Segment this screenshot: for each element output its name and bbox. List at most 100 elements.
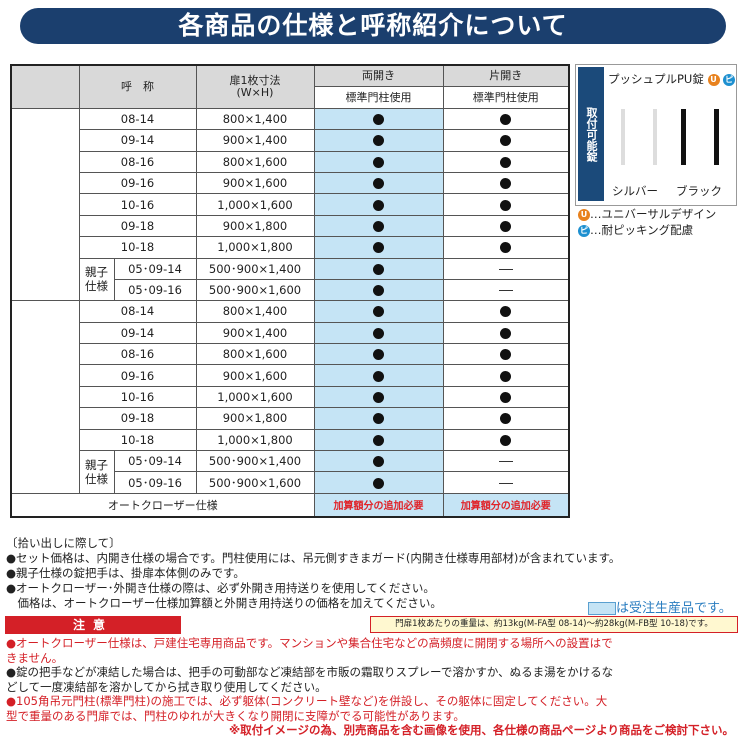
single-cell (442, 450, 570, 473)
available-dot-icon (500, 349, 512, 361)
size-cell: 1,000×1,600 (195, 385, 315, 409)
code-cell: 09-18 (78, 407, 197, 430)
table-row: 09-14 900×1,400 (11, 321, 570, 345)
order-legend: は受注生産品です。 (588, 597, 732, 616)
available-dot-icon (373, 285, 384, 297)
single-cell (442, 236, 570, 259)
size-cell: 500･900×1,600 (195, 471, 315, 494)
available-dot-icon (500, 135, 512, 147)
available-dot-icon (500, 327, 512, 339)
available-dot-icon (500, 370, 512, 382)
available-dot-icon (500, 220, 512, 232)
double-cell (313, 214, 444, 238)
table-row: 10-18 1,000×1,800 (11, 236, 570, 259)
unavailable-dash-icon (498, 268, 513, 270)
available-dot-icon (373, 434, 384, 446)
single-cell (442, 107, 570, 131)
size-cell: 900×1,400 (195, 321, 315, 345)
single-cell (442, 471, 570, 494)
size-cell: 1,000×1,800 (195, 236, 315, 259)
available-dot-icon (373, 456, 384, 468)
double-cell (313, 107, 444, 131)
table-row: 09-18 900×1,800 (11, 214, 570, 238)
size-cell: 500･900×1,600 (195, 278, 315, 302)
available-dot-icon (373, 263, 384, 275)
single-cell (442, 193, 570, 216)
available-dot-icon (500, 392, 512, 404)
note: 価格は、オートクローザー仕様加算額と外開き用持送りの価格を加えてください。 (6, 596, 442, 610)
available-dot-icon (500, 413, 512, 425)
double-cell (313, 129, 444, 152)
available-dot-icon (373, 306, 384, 318)
double-cell (313, 236, 444, 259)
size-cell: 900×1,800 (195, 214, 315, 238)
size-cell: 900×1,800 (195, 407, 315, 430)
table-row: 09-18 900×1,800 (11, 407, 570, 430)
double-cell (313, 150, 444, 173)
oyako-label: 親子 仕様 (78, 257, 115, 302)
header-std-single: 標準門柱使用 (442, 86, 570, 109)
single-cell (442, 129, 570, 152)
available-dot-icon (500, 113, 512, 125)
code-cell: 09-14 (78, 321, 197, 345)
double-cell (313, 450, 444, 473)
table-row: 08-14 800×1,400 (10, 300, 570, 494)
autocloser-row: オートクローザー仕様 加算額分の追加必要 加算額分の追加必要 (10, 492, 570, 518)
table-row: 08-16 800×1,600 (11, 150, 570, 173)
code-cell: 10-18 (78, 236, 197, 259)
single-cell (442, 257, 570, 280)
size-cell: 1,000×1,600 (195, 193, 315, 216)
double-cell (313, 171, 444, 195)
header-name: 呼 称 (78, 64, 197, 109)
weight-note: 門扉1枚あたりの重量は、約13kg(M-FA型 08-14)～約28kg(M-F… (370, 616, 738, 633)
single-cell (442, 364, 570, 387)
code-cell: 08-14 (78, 107, 197, 131)
table-row: 親子 仕様 05･09-14 500･900×1,400 (11, 257, 570, 302)
single-cell (442, 278, 570, 302)
available-dot-icon (373, 349, 384, 361)
code-cell: 05･09-14 (113, 257, 197, 280)
table-row: 08-16 800×1,600 (11, 343, 570, 366)
lock-panel: 取付可能錠 プッシュプルPU錠 U ピ シルバー ブラック (575, 64, 737, 206)
size-cell: 800×1,400 (195, 300, 315, 323)
available-dot-icon (373, 327, 384, 339)
picking-icon: ピ (723, 73, 736, 86)
available-dot-icon (500, 199, 512, 211)
caution-item: ●オートクローザー仕様は、戸建住宅専用商品です。マンションや集合住宅などの高頻度… (6, 636, 613, 665)
table-row: 09-16 900×1,600 (11, 364, 570, 387)
universal-legend: …ユニバーサルデザイン (590, 207, 717, 221)
double-cell (313, 471, 444, 494)
double-cell (313, 300, 444, 323)
header-single: 片開き (442, 64, 570, 88)
table-row: 09-14 900×1,400 (11, 129, 570, 152)
lock-name: プッシュプルPU錠 (608, 72, 704, 86)
lock-vertical-label: 取付可能錠 (578, 67, 604, 201)
available-dot-icon (373, 135, 384, 147)
autocloser-label: オートクローザー仕様 (10, 492, 315, 518)
note: ●オートクローザー･外開き仕様の際は、必ず外開き用持送りを使用してください。 (6, 581, 435, 595)
double-cell (313, 257, 444, 280)
code-cell: 09-14 (78, 129, 197, 152)
caution-heading: 注意 (5, 616, 181, 634)
black-label: ブラック (676, 184, 722, 198)
double-cell (313, 385, 444, 409)
double-cell (313, 407, 444, 430)
double-cell (313, 364, 444, 387)
table-row: 08-14 800×1,400 (10, 107, 570, 302)
code-cell: 10-16 (78, 385, 197, 409)
single-cell (442, 343, 570, 366)
available-dot-icon (500, 434, 512, 446)
group-cell (10, 300, 80, 494)
available-dot-icon (373, 178, 384, 190)
available-dot-icon (373, 477, 384, 489)
unavailable-dash-icon (498, 482, 513, 484)
single-cell (442, 385, 570, 409)
caution-item: ●105角吊元門柱(標準門柱)の施工では、必ず躯体(コンクリート壁など)を併設し… (6, 694, 608, 723)
size-cell: 800×1,600 (195, 150, 315, 173)
note: 〔拾い出しに際して〕 (6, 536, 121, 550)
available-dot-icon (373, 242, 384, 254)
code-cell: 09-16 (78, 364, 197, 387)
table-row: 10-16 1,000×1,600 (11, 385, 570, 409)
table-row: 05･09-16 500･900×1,600 (11, 471, 570, 494)
code-cell: 10-18 (78, 428, 197, 452)
